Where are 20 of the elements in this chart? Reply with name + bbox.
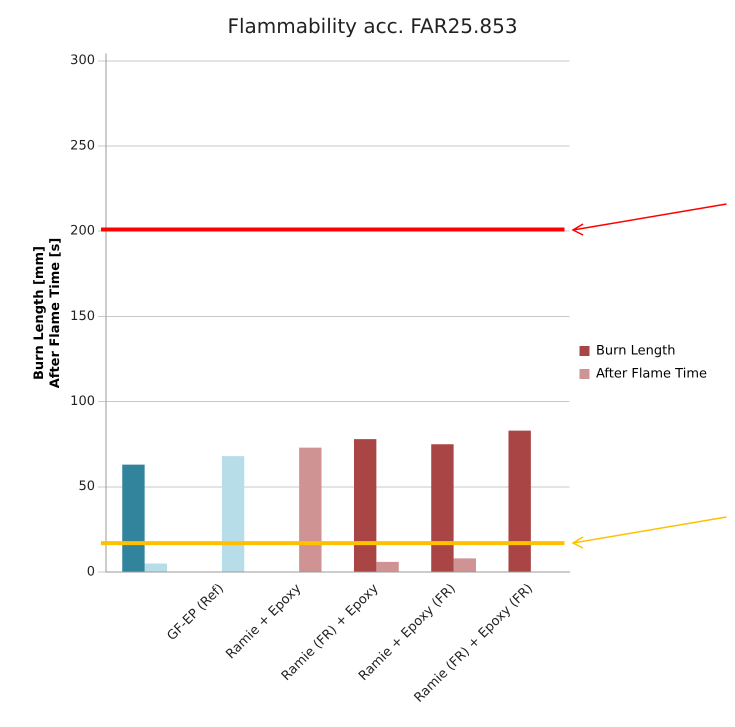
y-tick-label: 200 [70, 224, 96, 239]
y-axis-title: Burn Length [mm] After Flame Time [s] [32, 238, 63, 388]
y-tick-label: 100 [70, 394, 96, 410]
y-tick-label: 0 [86, 564, 96, 580]
bar [354, 439, 376, 572]
bar [222, 456, 244, 572]
y-tick-label: 150 [70, 308, 96, 324]
y-tick-label: 300 [70, 53, 96, 68]
bar [454, 558, 476, 572]
bar [431, 444, 454, 572]
y-tick-label: 50 [78, 479, 96, 494]
bar [376, 562, 399, 572]
y-tick-label: 250 [70, 138, 96, 154]
bar [122, 464, 145, 572]
legend-label: After Flame Time [596, 366, 707, 382]
chart-title: Flammability acc. FAR25.853 [227, 14, 518, 38]
bar [144, 564, 168, 572]
bar [299, 448, 322, 572]
bar [508, 430, 531, 572]
legend-label: Burn Length [596, 343, 676, 358]
